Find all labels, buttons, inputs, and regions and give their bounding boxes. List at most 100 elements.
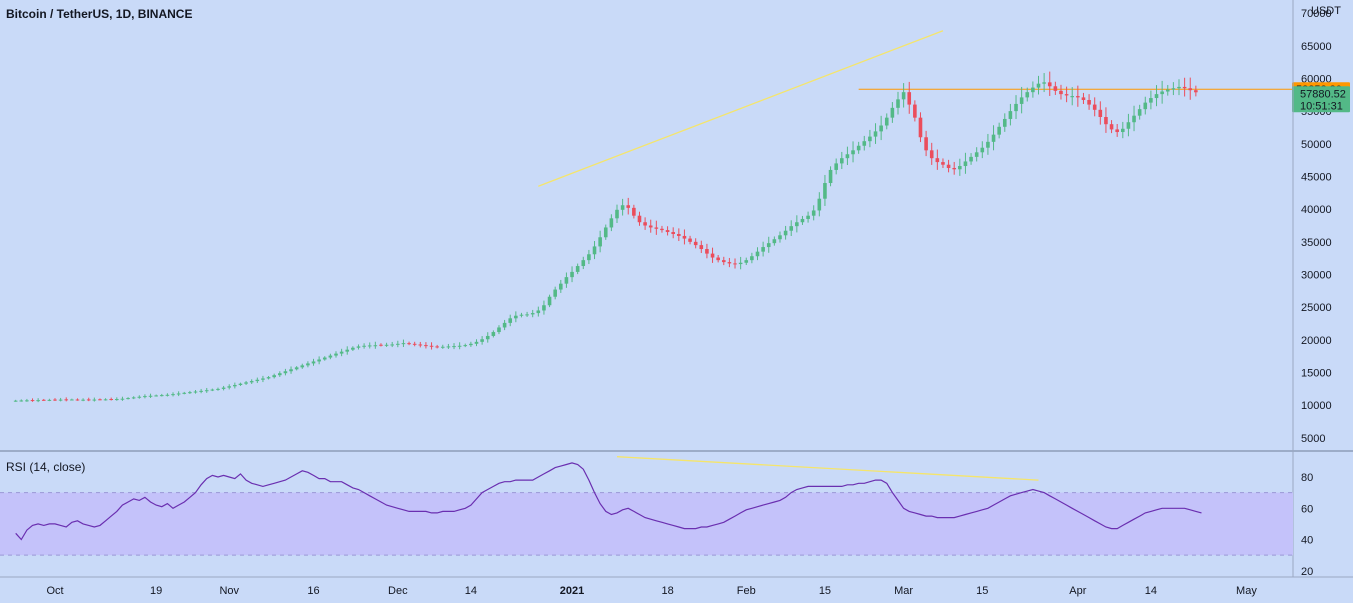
candle-body <box>1025 92 1030 98</box>
price-tick-label: 25000 <box>1301 302 1332 314</box>
candle-body <box>115 399 119 401</box>
candle-body <box>272 375 276 378</box>
candle-body <box>1036 83 1041 88</box>
rsi-tick-label: 80 <box>1301 472 1313 484</box>
candle-body <box>233 384 237 387</box>
candle-body <box>783 230 788 236</box>
price-trendline[interactable] <box>538 30 944 187</box>
candle-body <box>306 363 310 366</box>
price-tick-label: 40000 <box>1301 204 1332 216</box>
candle-body <box>227 386 232 388</box>
candle-body <box>131 397 136 399</box>
last-price-time: 10:51:31 <box>1300 100 1343 112</box>
candle-body <box>705 249 709 254</box>
candle-body <box>547 296 552 306</box>
candle-body <box>755 251 760 257</box>
time-tick-label: 15 <box>976 585 988 597</box>
candle-body <box>935 158 940 163</box>
time-tick-label: Feb <box>737 585 756 597</box>
candle-body <box>575 266 580 272</box>
candle-body <box>485 335 490 340</box>
candle-body <box>986 141 990 148</box>
price-tick-label: 5000 <box>1301 433 1325 445</box>
candle-body <box>311 361 316 364</box>
candle-body <box>873 131 878 137</box>
candle-body <box>193 391 198 393</box>
candle-body <box>1121 128 1125 133</box>
candle-body <box>199 390 203 392</box>
candle-body <box>789 226 794 231</box>
candle-body <box>620 205 625 210</box>
price-pane[interactable]: Bitcoin / TetherUS, 1D, BINANCE USDT 700… <box>6 5 1350 445</box>
candle-body <box>761 247 765 252</box>
rsi-title: RSI (14, close) <box>6 460 85 474</box>
price-tick-label: 45000 <box>1301 171 1332 183</box>
candle-body <box>654 227 659 229</box>
candle-body <box>677 233 681 236</box>
candle-body <box>609 218 614 228</box>
candle-body <box>1177 86 1181 89</box>
candle-body <box>53 399 57 401</box>
candle-body <box>1143 102 1148 110</box>
candle-body <box>98 399 102 401</box>
rsi-line <box>15 462 1202 541</box>
candle-body <box>379 344 383 346</box>
time-axis[interactable]: Oct 19 Nov 16 Dec 14 2021 18 Feb 15 Mar 15 Apr 14 May <box>46 585 1257 597</box>
candle-body <box>868 136 872 142</box>
candle-body <box>929 150 934 159</box>
candle-body <box>1182 86 1187 89</box>
candle-body <box>120 398 125 400</box>
candle-body <box>1160 91 1164 95</box>
candle-body <box>1053 86 1058 91</box>
rsi-axis[interactable]: 80 60 40 20 <box>1301 472 1313 578</box>
candle-body <box>58 399 63 401</box>
candle-body <box>491 332 496 336</box>
candle-body <box>682 235 687 239</box>
candle-body <box>47 399 52 401</box>
candle-body <box>1014 103 1018 112</box>
candle-body <box>918 117 923 138</box>
candle-body <box>581 260 586 267</box>
candle-body <box>154 395 158 397</box>
price-tick-label: 15000 <box>1301 368 1332 380</box>
candle-body <box>480 339 484 342</box>
candle-body <box>778 235 782 240</box>
candle-body <box>283 371 288 374</box>
candle-body <box>530 313 535 315</box>
candle-body <box>19 400 24 402</box>
candle-body <box>36 400 40 402</box>
candle-body <box>750 256 754 261</box>
candle-body <box>289 369 293 372</box>
rsi-pane[interactable]: RSI (14, close) 80 60 40 20 <box>0 456 1313 578</box>
chart-title: Bitcoin / TetherUS, 1D, BINANCE <box>6 7 192 21</box>
candle-body <box>879 125 883 132</box>
candle-body <box>946 164 951 168</box>
candle-body <box>721 260 726 263</box>
candle-body <box>800 218 805 223</box>
candle-body <box>1171 88 1176 90</box>
candle-body <box>1059 90 1063 95</box>
candle-body <box>851 150 855 155</box>
candle-body <box>278 373 282 376</box>
candle-body <box>92 399 97 401</box>
candle-body <box>70 399 74 401</box>
candle-body <box>148 395 153 397</box>
rsi-trendline[interactable] <box>616 456 1039 481</box>
candle-body <box>1104 116 1108 125</box>
candle-body <box>390 344 394 346</box>
candle-body <box>159 395 164 397</box>
rsi-tick-label: 40 <box>1301 535 1313 547</box>
candle-body <box>373 345 378 347</box>
candle-body <box>924 137 928 151</box>
candle-body <box>294 367 299 370</box>
candle-body <box>238 383 243 385</box>
candle-body <box>1165 89 1170 92</box>
candle-body <box>435 346 439 348</box>
candle-body <box>564 277 569 284</box>
candle-body <box>345 349 350 352</box>
time-tick-label: 15 <box>819 585 831 597</box>
time-tick-label: Mar <box>894 585 913 597</box>
candle-body <box>991 134 996 142</box>
candle-body <box>738 262 743 265</box>
